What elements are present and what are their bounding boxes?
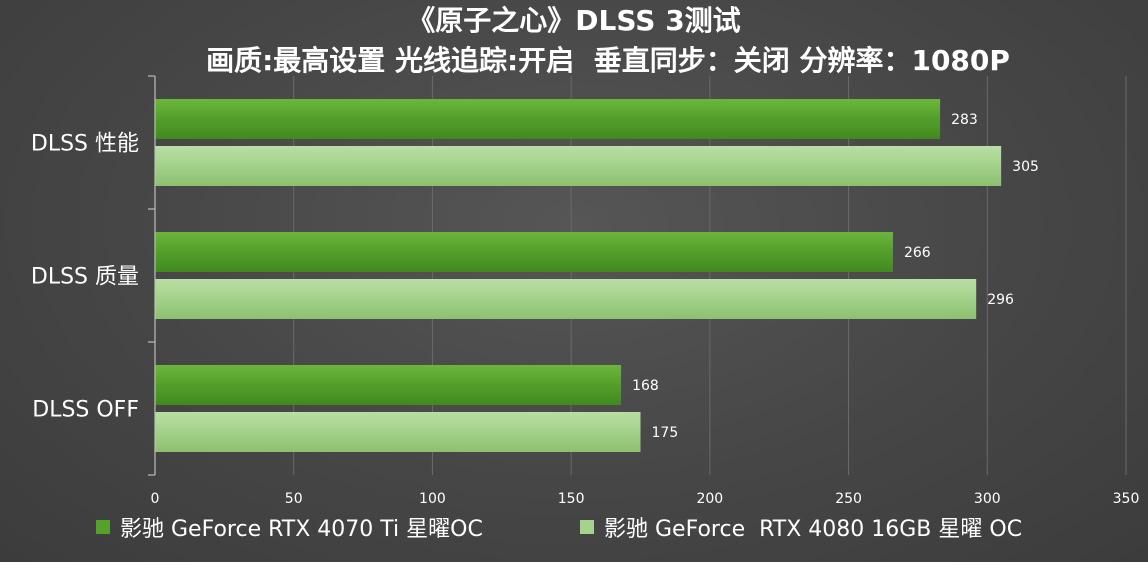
data-label: 168 bbox=[632, 378, 659, 394]
chart-title: 《原子之心》DLSS 3测试 bbox=[407, 4, 741, 37]
bar-series-1 bbox=[155, 232, 893, 272]
category-label: DLSS 质量 bbox=[31, 265, 139, 290]
bar-series-1 bbox=[155, 99, 941, 139]
legend-item-series-1: 影驰 GeForce RTX 4070 Ti 星曜OC bbox=[96, 512, 483, 542]
data-labels: 283 305 266 296 168 175 bbox=[632, 112, 1039, 441]
data-label: 296 bbox=[987, 292, 1014, 308]
category-label: DLSS 性能 bbox=[31, 132, 139, 157]
bar-series-2 bbox=[155, 279, 977, 319]
x-tick-label: 300 bbox=[974, 491, 1001, 507]
legend-swatch-series-2 bbox=[580, 520, 594, 534]
legend-label-series-1: 影驰 GeForce RTX 4070 Ti 星曜OC bbox=[120, 517, 483, 542]
data-label: 266 bbox=[904, 245, 931, 261]
bar-series-2 bbox=[155, 146, 1002, 186]
bars bbox=[155, 99, 1002, 452]
bar-series-1 bbox=[155, 365, 622, 405]
x-tick-label: 250 bbox=[835, 491, 862, 507]
x-tick-label: 50 bbox=[285, 491, 303, 507]
x-tick-label: 100 bbox=[419, 491, 446, 507]
legend-swatch-series-1 bbox=[96, 520, 110, 534]
x-tick-label: 0 bbox=[151, 491, 160, 507]
chart-subtitle: 画质:最高设置 光线追踪:开启 垂直同步：关闭 分辨率：1080P bbox=[206, 44, 1010, 77]
data-label: 175 bbox=[652, 425, 679, 441]
x-tick-label: 350 bbox=[1113, 491, 1140, 507]
x-tick-label: 150 bbox=[558, 491, 585, 507]
bar-series-2 bbox=[155, 412, 641, 452]
category-label: DLSS OFF bbox=[32, 398, 139, 423]
data-label: 305 bbox=[1012, 159, 1039, 175]
grid-lines bbox=[293, 76, 1127, 475]
x-tick-label: 200 bbox=[696, 491, 723, 507]
legend-label-series-2: 影驰 GeForce RTX 4080 16GB 星曜 OC bbox=[604, 517, 1023, 542]
legend-item-series-2: 影驰 GeForce RTX 4080 16GB 星曜 OC bbox=[580, 512, 1022, 542]
axes: 0 50 100 150 200 250 300 350 DLSS 性能 DLSS 质量 DLSS … bbox=[31, 75, 1140, 507]
data-label: 283 bbox=[951, 112, 978, 128]
